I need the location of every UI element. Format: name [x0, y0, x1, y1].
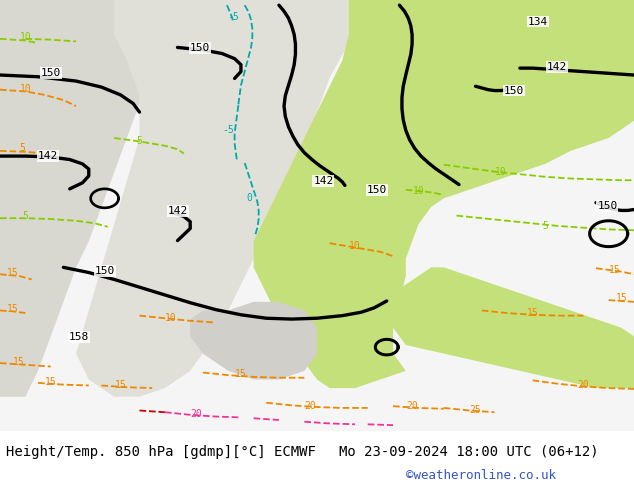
Text: 20: 20 [406, 401, 418, 411]
Text: 20: 20 [578, 381, 589, 391]
Text: 15: 15 [609, 265, 621, 275]
Text: 15: 15 [7, 268, 18, 277]
Text: 15: 15 [7, 304, 18, 314]
Text: 158: 158 [69, 332, 89, 342]
Text: 5: 5 [19, 144, 25, 153]
Text: 25: 25 [470, 405, 481, 415]
Text: 0: 0 [246, 194, 252, 203]
Text: 5: 5 [22, 211, 29, 220]
Text: 150: 150 [366, 185, 387, 195]
Text: 10: 10 [413, 186, 424, 196]
Text: 15: 15 [235, 369, 247, 379]
Polygon shape [76, 0, 349, 397]
Text: 15: 15 [115, 380, 126, 390]
Text: 5: 5 [542, 221, 548, 231]
Polygon shape [495, 0, 634, 103]
Text: 15: 15 [616, 294, 627, 303]
Text: 20: 20 [191, 409, 202, 419]
Text: -5: -5 [228, 12, 239, 22]
Text: 150: 150 [41, 68, 61, 78]
Text: -5: -5 [223, 125, 234, 135]
Text: 150: 150 [503, 86, 524, 96]
Text: 134: 134 [527, 17, 548, 26]
Text: ©weatheronline.co.uk: ©weatheronline.co.uk [406, 469, 556, 482]
Text: 142: 142 [547, 62, 567, 72]
Text: 150: 150 [190, 43, 210, 53]
Text: 10: 10 [349, 241, 361, 251]
Polygon shape [254, 0, 634, 388]
Text: Height/Temp. 850 hPa [gdmp][°C] ECMWF: Height/Temp. 850 hPa [gdmp][°C] ECMWF [6, 445, 316, 459]
Text: 10: 10 [20, 32, 31, 42]
Text: 142: 142 [37, 151, 58, 161]
Text: 142: 142 [167, 206, 188, 216]
Text: 142: 142 [313, 176, 333, 186]
Text: 15: 15 [45, 377, 56, 387]
Text: 150: 150 [94, 266, 115, 276]
Text: 150: 150 [597, 201, 618, 211]
Text: 20: 20 [305, 401, 316, 411]
Polygon shape [0, 0, 152, 397]
Text: 5: 5 [136, 136, 143, 147]
Text: 15: 15 [527, 308, 538, 318]
Text: 10: 10 [165, 313, 177, 323]
Text: Mo 23-09-2024 18:00 UTC (06+12): Mo 23-09-2024 18:00 UTC (06+12) [339, 445, 599, 459]
Polygon shape [190, 302, 317, 379]
Text: 15: 15 [13, 357, 25, 367]
Polygon shape [393, 268, 634, 388]
Text: 10: 10 [20, 84, 31, 94]
Text: 10: 10 [495, 168, 507, 177]
